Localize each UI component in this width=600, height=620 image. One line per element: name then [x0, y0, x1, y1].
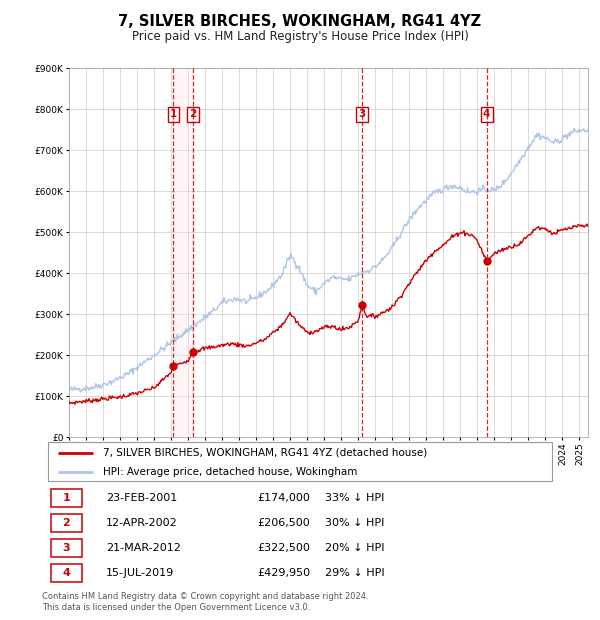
FancyBboxPatch shape	[50, 514, 82, 532]
Bar	[173, 68, 193, 437]
Text: 7, SILVER BIRCHES, WOKINGHAM, RG41 4YZ (detached house): 7, SILVER BIRCHES, WOKINGHAM, RG41 4YZ (…	[103, 448, 428, 458]
FancyBboxPatch shape	[50, 564, 82, 582]
Text: 15-JUL-2019: 15-JUL-2019	[106, 569, 174, 578]
Text: 4: 4	[62, 569, 70, 578]
Text: 30% ↓ HPI: 30% ↓ HPI	[325, 518, 385, 528]
Text: 20% ↓ HPI: 20% ↓ HPI	[325, 543, 385, 553]
Text: £206,500: £206,500	[257, 518, 310, 528]
Text: 23-FEB-2001: 23-FEB-2001	[106, 493, 177, 503]
Text: 29% ↓ HPI: 29% ↓ HPI	[325, 569, 385, 578]
FancyBboxPatch shape	[48, 442, 552, 481]
Text: 2: 2	[189, 109, 197, 119]
Text: 1: 1	[62, 493, 70, 503]
Text: This data is licensed under the Open Government Licence v3.0.: This data is licensed under the Open Gov…	[42, 603, 310, 612]
Text: Price paid vs. HM Land Registry's House Price Index (HPI): Price paid vs. HM Land Registry's House …	[131, 30, 469, 43]
Text: 3: 3	[62, 543, 70, 553]
Text: 4: 4	[483, 109, 490, 119]
Text: 2: 2	[62, 518, 70, 528]
Text: 12-APR-2002: 12-APR-2002	[106, 518, 178, 528]
Text: HPI: Average price, detached house, Wokingham: HPI: Average price, detached house, Woki…	[103, 467, 358, 477]
Text: 7, SILVER BIRCHES, WOKINGHAM, RG41 4YZ: 7, SILVER BIRCHES, WOKINGHAM, RG41 4YZ	[118, 14, 482, 29]
FancyBboxPatch shape	[50, 489, 82, 507]
Text: £174,000: £174,000	[257, 493, 310, 503]
Text: 33% ↓ HPI: 33% ↓ HPI	[325, 493, 385, 503]
Text: Contains HM Land Registry data © Crown copyright and database right 2024.: Contains HM Land Registry data © Crown c…	[42, 592, 368, 601]
Text: £322,500: £322,500	[257, 543, 310, 553]
Text: 3: 3	[358, 109, 365, 119]
Text: 21-MAR-2012: 21-MAR-2012	[106, 543, 181, 553]
Text: 1: 1	[170, 109, 177, 119]
Text: £429,950: £429,950	[257, 569, 310, 578]
FancyBboxPatch shape	[50, 539, 82, 557]
